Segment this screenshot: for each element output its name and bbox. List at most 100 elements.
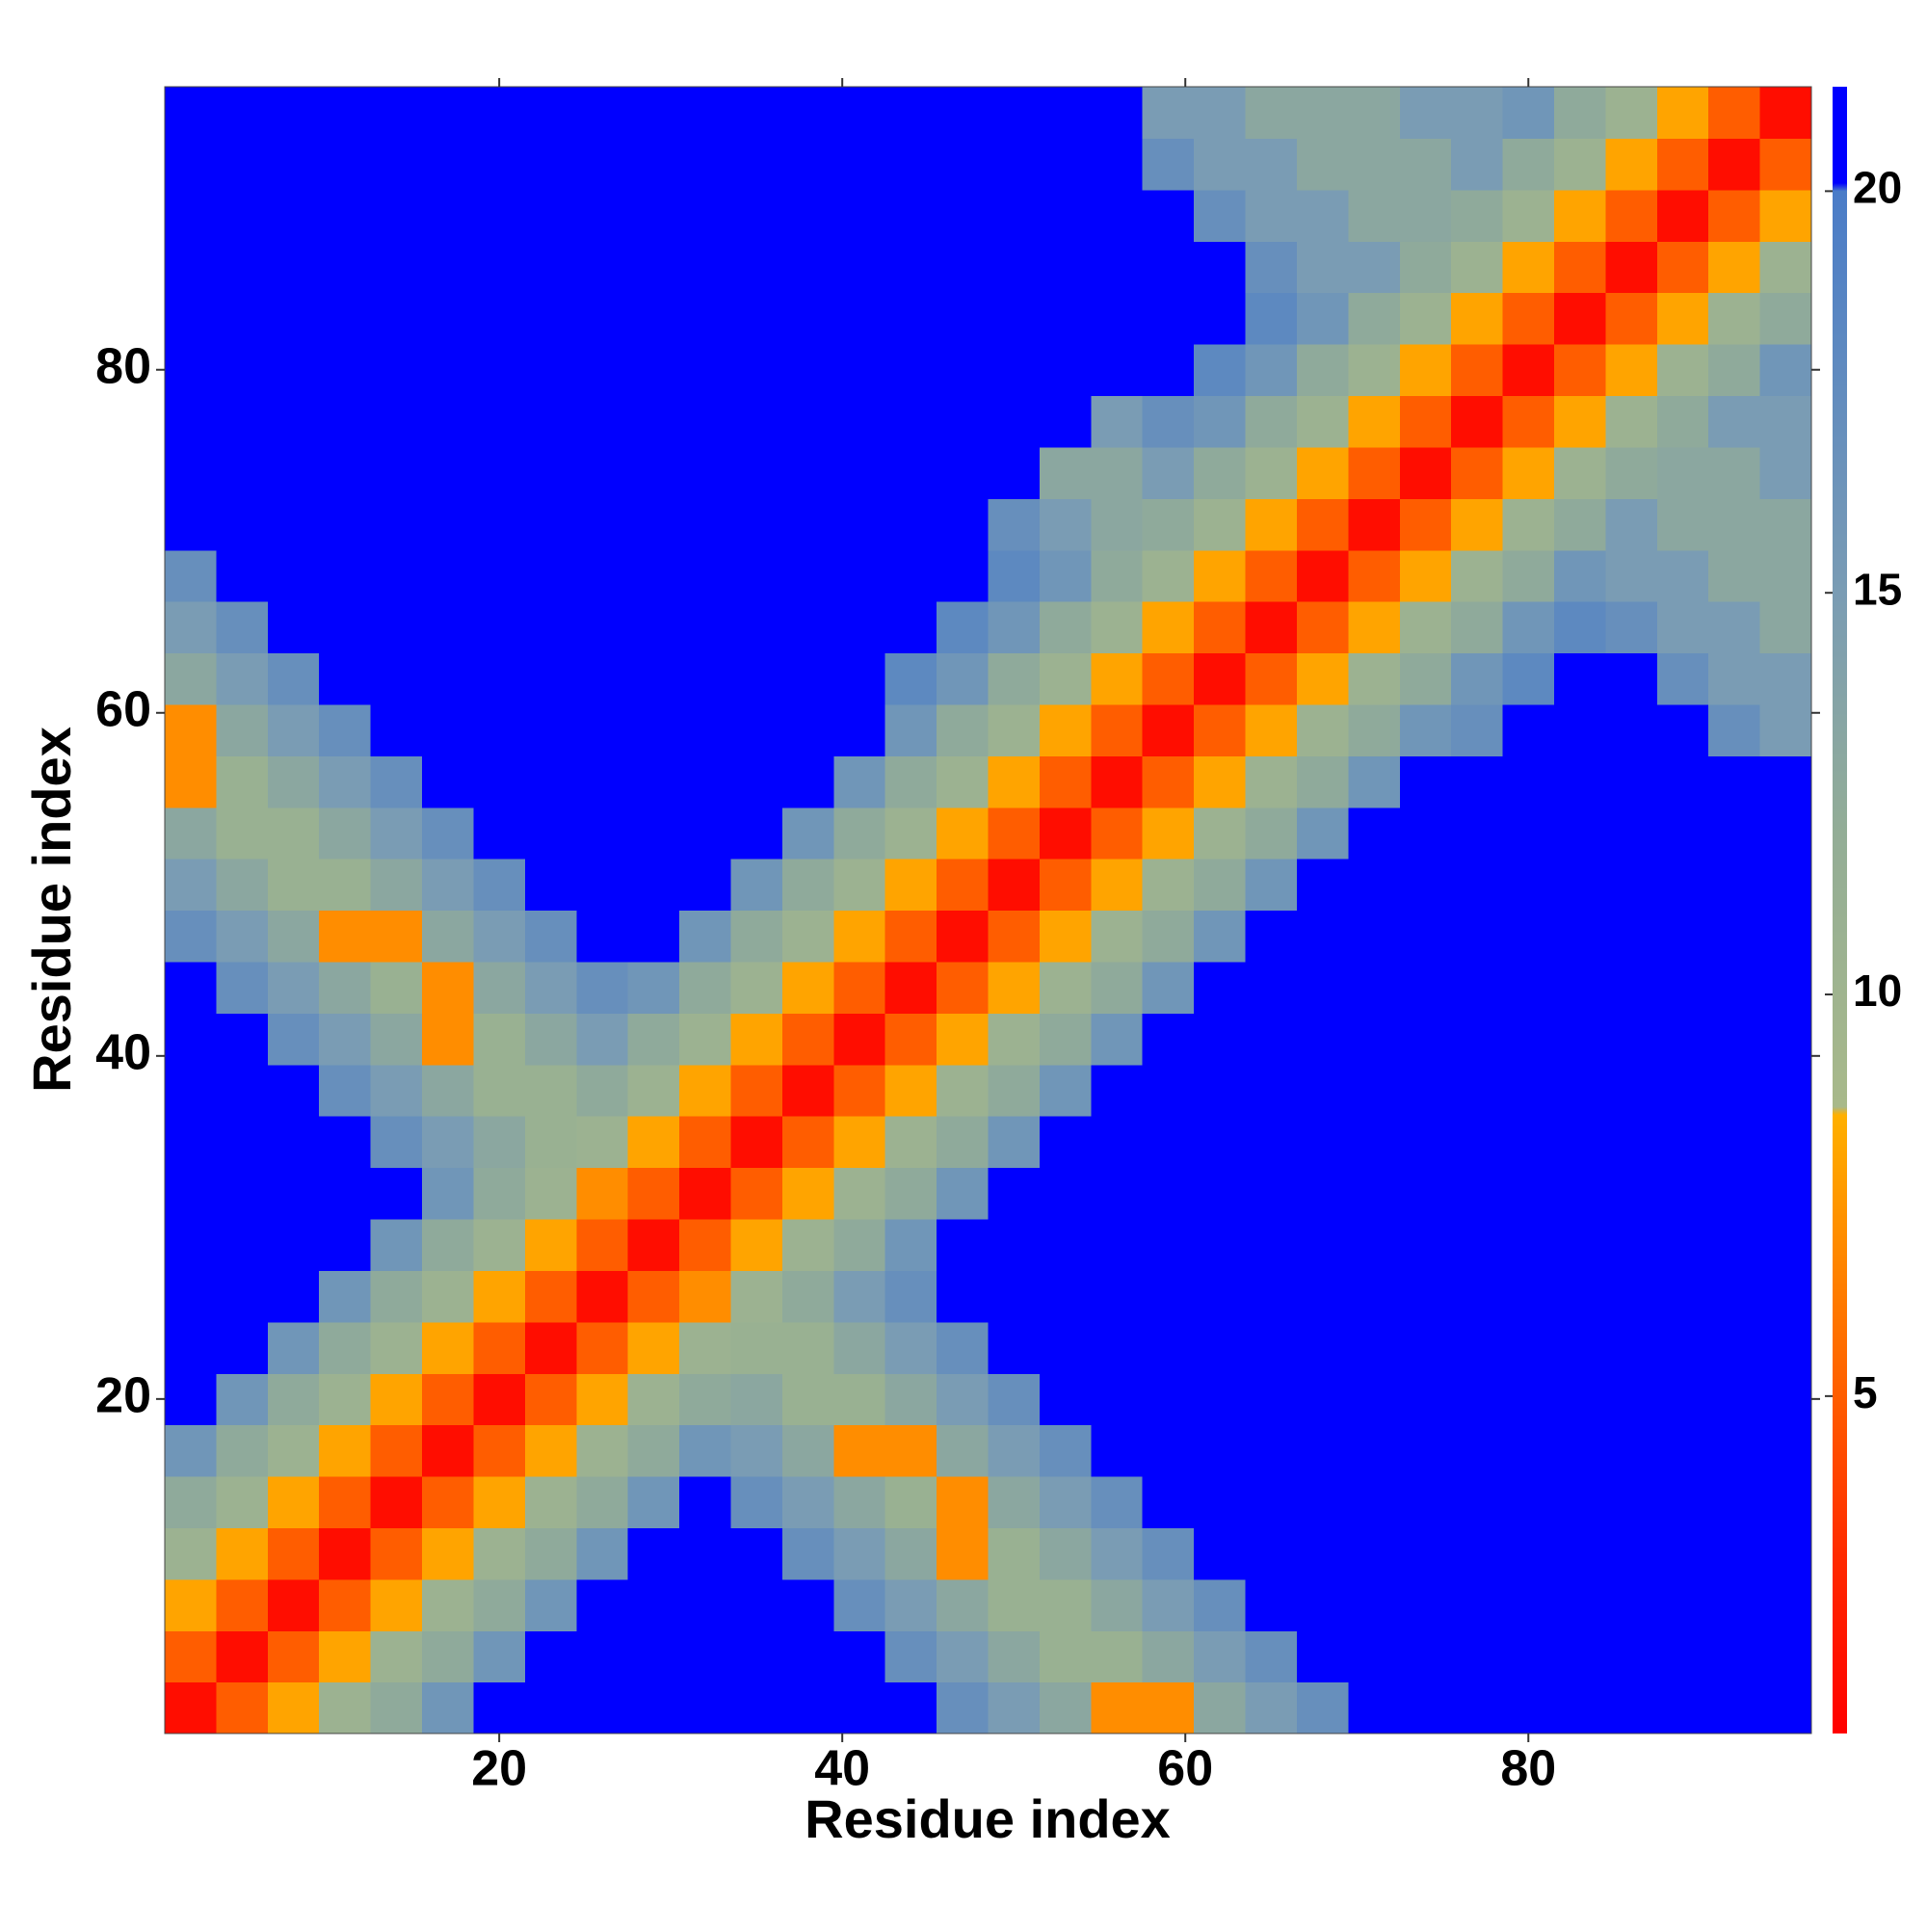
heatmap-cell (1605, 601, 1658, 654)
heatmap-cell (730, 961, 783, 1014)
heatmap-cell (1245, 1475, 1298, 1528)
heatmap-cell (216, 755, 269, 808)
heatmap-cell (1656, 1270, 1709, 1323)
heatmap-cell (781, 1116, 834, 1169)
heatmap-cell (267, 1064, 320, 1117)
heatmap-cell (1399, 498, 1452, 551)
heatmap-cell (370, 807, 423, 860)
heatmap-cell (627, 755, 680, 808)
heatmap-cell (1142, 1116, 1195, 1169)
heatmap-cell (1296, 652, 1349, 705)
heatmap-cell (1656, 1578, 1709, 1631)
heatmap-cell (1399, 87, 1452, 140)
heatmap-cell (1399, 1116, 1452, 1169)
heatmap-cell (1502, 1424, 1555, 1477)
heatmap-cell (679, 1373, 732, 1426)
heatmap-cell (1759, 1578, 1812, 1631)
heatmap-cell (1194, 1167, 1247, 1220)
heatmap-cell (1553, 344, 1606, 397)
heatmap-cell (730, 1218, 783, 1271)
heatmap-cell (679, 292, 732, 345)
heatmap-cell (1194, 189, 1247, 242)
heatmap-cell (988, 703, 1041, 756)
heatmap-cell (319, 344, 372, 397)
heatmap-cell (781, 446, 834, 499)
heatmap-cell (730, 910, 783, 963)
heatmap-cell (1553, 1218, 1606, 1271)
heatmap-cell (1708, 1013, 1761, 1066)
heatmap-cell (1296, 703, 1349, 756)
heatmap-cell (1296, 446, 1349, 499)
heatmap-cell (627, 652, 680, 705)
heatmap-cell (988, 807, 1041, 860)
heatmap-cell (165, 910, 218, 963)
heatmap-cell (165, 1013, 218, 1066)
heatmap-cell (1553, 498, 1606, 551)
heatmap-cell (833, 961, 886, 1014)
heatmap-cell (730, 703, 783, 756)
heatmap-cell (627, 1578, 680, 1631)
heatmap-cell (1451, 1013, 1504, 1066)
heatmap-cell (1553, 1013, 1606, 1066)
heatmap-cell (216, 1681, 269, 1734)
heatmap-cell (1451, 241, 1504, 294)
heatmap-cell (1451, 601, 1504, 654)
heatmap-cell (1399, 1424, 1452, 1477)
heatmap-cell (1553, 1167, 1606, 1220)
heatmap-cell (319, 961, 372, 1014)
heatmap-cell (730, 87, 783, 140)
heatmap-cell (679, 807, 732, 860)
heatmap-cell (370, 1064, 423, 1117)
heatmap-cell (1759, 1424, 1812, 1477)
heatmap-cell (1553, 807, 1606, 860)
heatmap-cell (1399, 601, 1452, 654)
heatmap-cell (1142, 1373, 1195, 1426)
heatmap-cell (679, 189, 732, 242)
heatmap-cell (1656, 1321, 1709, 1374)
heatmap-cell (988, 498, 1041, 551)
heatmap-cell (1605, 1218, 1658, 1271)
heatmap-cell (1451, 961, 1504, 1014)
heatmap-cell (1708, 1218, 1761, 1271)
heatmap-cell (730, 1116, 783, 1169)
heatmap-cell (422, 910, 475, 963)
heatmap-cell (1245, 961, 1298, 1014)
heatmap-cell (165, 1630, 218, 1683)
heatmap-cell (1348, 1116, 1401, 1169)
heatmap-cell (422, 1681, 475, 1734)
heatmap-cell (319, 1167, 372, 1220)
heatmap-cell (165, 703, 218, 756)
heatmap-cell (576, 1064, 629, 1117)
heatmap-cell (1656, 1630, 1709, 1683)
heatmap-cell (1194, 1424, 1247, 1477)
heatmap-cell (473, 1681, 526, 1734)
y-tick-label: 80 (95, 338, 151, 394)
heatmap-cell (165, 1064, 218, 1117)
heatmap-cell (1502, 549, 1555, 602)
heatmap-cell (1502, 807, 1555, 860)
heatmap-cell (937, 652, 990, 705)
heatmap-cell (1502, 1321, 1555, 1374)
heatmap-cell (730, 189, 783, 242)
heatmap-cell (1553, 87, 1606, 140)
heatmap-cell (1605, 652, 1658, 705)
heatmap-cell (524, 1321, 577, 1374)
heatmap-cell (1039, 87, 1092, 140)
heatmap-cell (524, 1167, 577, 1220)
heatmap-cell (165, 1424, 218, 1477)
heatmap-cell (1605, 87, 1658, 140)
heatmap-cell (1451, 344, 1504, 397)
heatmap-cell (1091, 241, 1144, 294)
heatmap-cell (627, 1321, 680, 1374)
heatmap-cell (1708, 1321, 1761, 1374)
heatmap-cell (267, 138, 320, 191)
heatmap-cell (1348, 910, 1401, 963)
heatmap-cell (1245, 1013, 1298, 1066)
heatmap-cell (1142, 1475, 1195, 1528)
heatmap-cell (473, 1475, 526, 1528)
heatmap-cell (1039, 910, 1092, 963)
heatmap-cell (937, 549, 990, 602)
heatmap-cell (884, 1270, 937, 1323)
heatmap-cell (422, 1064, 475, 1117)
heatmap-cell (884, 1475, 937, 1528)
